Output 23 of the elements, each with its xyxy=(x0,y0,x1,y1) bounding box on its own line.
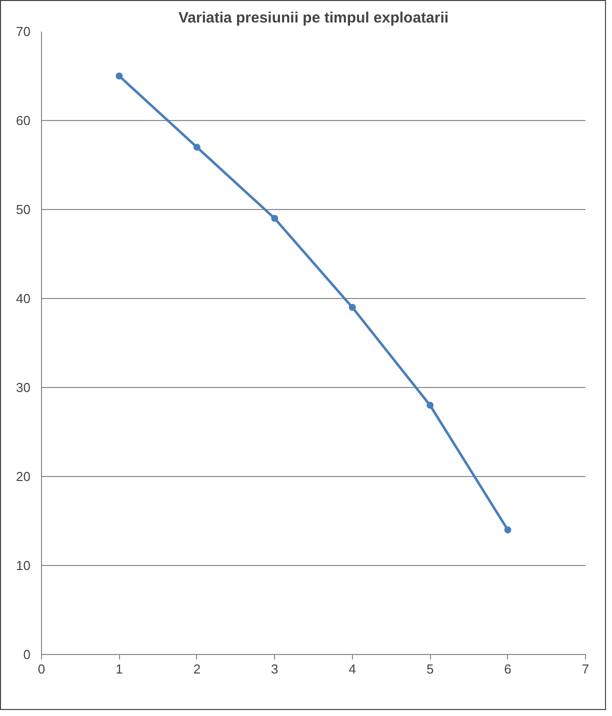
x-tick-label: 4 xyxy=(348,662,356,676)
chart-title: Variatia presiunii pe timpul exploatarii xyxy=(178,10,449,26)
y-tick-label: 10 xyxy=(16,558,31,573)
point xyxy=(271,214,278,222)
point xyxy=(348,304,356,311)
x-tick-label: 0 xyxy=(38,662,46,676)
y-tick-label: 20 xyxy=(16,469,31,484)
x-tick-label: 1 xyxy=(116,662,123,676)
y-tick-label: 0 xyxy=(23,647,31,662)
point xyxy=(116,72,123,80)
y-tick-label: 30 xyxy=(16,380,31,395)
x-tick-label: 7 xyxy=(582,662,590,676)
y-tick-label: 70 xyxy=(16,24,31,39)
y-tick-label: 50 xyxy=(16,202,31,217)
x-tick-label: 3 xyxy=(271,662,278,676)
x-tick-label: 2 xyxy=(193,662,201,676)
x-tick-label: 6 xyxy=(504,662,512,676)
point xyxy=(504,526,512,534)
x-tick-label: 5 xyxy=(426,662,434,676)
point xyxy=(426,402,434,409)
point xyxy=(193,144,200,151)
y-tick-label: 60 xyxy=(16,113,31,128)
y-tick-label: 40 xyxy=(16,291,31,306)
